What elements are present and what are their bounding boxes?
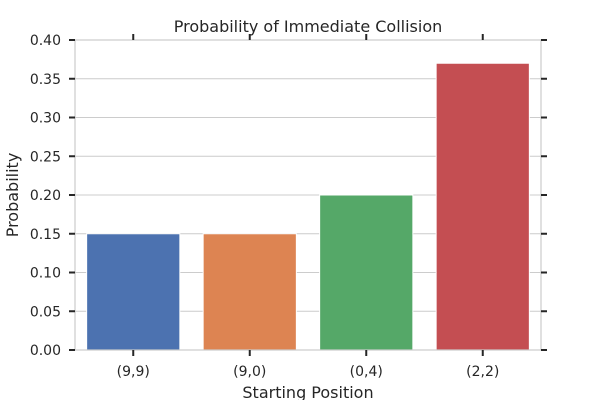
y-tick-label: 0.00 <box>30 343 61 359</box>
y-axis-label: Probability <box>3 153 22 238</box>
y-tick-label: 0.20 <box>30 188 61 204</box>
x-tick-label: (0,4) <box>350 364 383 380</box>
chart-title: Probability of Immediate Collision <box>174 17 443 36</box>
y-tick-label: 0.10 <box>30 266 61 282</box>
y-tick-label: 0.30 <box>30 111 61 127</box>
y-tick-label: 0.05 <box>30 304 61 320</box>
y-tick-label: 0.40 <box>30 33 61 49</box>
y-tick-label: 0.15 <box>30 227 61 243</box>
x-axis-label: Starting Position <box>242 383 373 400</box>
bars <box>86 62 530 351</box>
y-tick-labels: 0.00 0.05 0.10 0.15 0.20 0.25 0.30 0.35 0.40 <box>30 33 61 359</box>
bar-1 <box>202 233 297 351</box>
x-tick-label: (9,9) <box>117 364 150 380</box>
tick-marks <box>69 34 547 356</box>
y-tick-label: 0.35 <box>30 72 61 88</box>
x-tick-label: (2,2) <box>466 364 499 380</box>
bar-2 <box>319 194 414 351</box>
x-tick-label: (9,0) <box>233 364 266 380</box>
bar-0 <box>86 233 181 351</box>
bar-3 <box>435 62 530 351</box>
x-tick-labels: (9,9) (9,0) (0,4) (2,2) <box>117 364 500 380</box>
y-tick-label: 0.25 <box>30 149 61 165</box>
